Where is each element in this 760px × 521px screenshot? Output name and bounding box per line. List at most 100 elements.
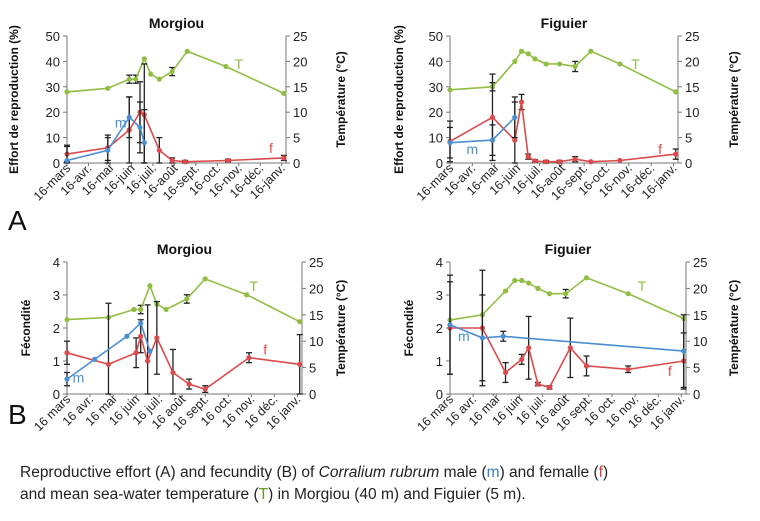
series-line-m (449, 323, 684, 352)
series-label-f: f (658, 141, 662, 157)
data-point-m (447, 140, 453, 146)
y-tick-label-right: 15 (685, 80, 699, 95)
data-point-f (133, 350, 139, 356)
y-tick-label-right: 5 (693, 361, 700, 376)
y-tick-label-left: 0 (53, 387, 60, 402)
series-line-f (449, 101, 676, 163)
data-point-m (479, 335, 485, 341)
chart-title: Figuier (545, 241, 592, 257)
y-tick-label-right: 20 (693, 281, 707, 296)
data-point-f (518, 99, 525, 105)
chart-title: Morgiou (149, 15, 204, 31)
data-point-m (64, 157, 70, 164)
data-point-m (64, 376, 70, 382)
y-tick-label-left: 3 (53, 288, 60, 303)
data-point-f (182, 159, 188, 165)
data-point-T (244, 292, 250, 298)
data-point-T (543, 61, 549, 67)
y-tick-label-right: 5 (309, 361, 316, 376)
data-point-f (138, 333, 144, 339)
data-point-f (105, 361, 112, 367)
data-point-T (535, 285, 541, 291)
panel-label-a: A (8, 205, 27, 236)
y-tick-label-left: 20 (46, 105, 60, 120)
data-point-T (525, 51, 531, 57)
y-tick-label-right: 15 (693, 308, 707, 323)
data-point-T (617, 61, 623, 67)
data-point-f (625, 366, 631, 372)
y-axis-title-left: Effort de reproduction (%) (392, 25, 406, 174)
data-point-m (141, 140, 147, 146)
data-point-m (137, 124, 143, 131)
caption-female-marker: f (598, 464, 603, 481)
data-point-f (535, 381, 541, 387)
series-m: m (64, 96, 148, 164)
y-axis-title-right: Température (°C) (334, 280, 348, 377)
series-label-m: m (73, 369, 85, 385)
series-label-f: f (668, 363, 672, 379)
y-tick-label-right: 5 (685, 131, 692, 146)
data-point-f (154, 335, 160, 341)
chart-1: Morgiou 0 10 20 30 40 50 0 5 10 15 20 25 Effort de re… (7, 15, 348, 204)
data-point-f (246, 355, 252, 361)
series-T: T (64, 276, 303, 325)
data-point-f (673, 151, 679, 157)
figure-caption: Reproductive effort (A) and fecundity (B… (20, 462, 750, 506)
y-tick-label-right: 0 (309, 387, 316, 402)
data-point-f (519, 356, 525, 362)
data-point-T (532, 56, 538, 62)
y-tick-label-left: 50 (429, 29, 443, 44)
data-point-m (124, 333, 130, 339)
y-tick-label-right: 10 (685, 105, 699, 120)
data-point-T (281, 90, 287, 97)
y-tick-label-right: 25 (309, 255, 323, 270)
caption-part: and mean sea-water temperature ( (20, 486, 259, 503)
data-point-T (184, 296, 190, 302)
data-point-T (447, 87, 453, 93)
y-tick-label-right: 20 (293, 54, 307, 69)
data-point-T (133, 76, 139, 82)
data-point-f (169, 157, 175, 164)
series-label-f: f (263, 341, 267, 357)
data-point-f (297, 361, 303, 367)
y-tick-label-right: 0 (693, 387, 700, 402)
data-point-m (126, 114, 132, 120)
y-tick-label-left: 0 (53, 156, 60, 171)
data-point-f (186, 381, 192, 387)
series-label-m: m (458, 328, 470, 344)
y-tick-label-left: 1 (53, 354, 60, 369)
data-point-f (502, 369, 509, 376)
series-line-T (449, 276, 685, 321)
data-point-f (588, 159, 594, 165)
y-tick-label-right: 0 (685, 156, 692, 171)
series-line-f (66, 111, 284, 163)
y-tick-label-left: 20 (429, 105, 443, 120)
y-tick-label-left: 2 (53, 321, 60, 336)
data-point-T (202, 276, 208, 282)
series-label-T: T (638, 278, 647, 294)
data-point-f (170, 369, 176, 376)
y-tick-label-left: 0 (436, 156, 443, 171)
caption-male-marker: m (486, 464, 500, 481)
data-point-f (489, 114, 496, 120)
y-tick-label-left: 3 (436, 288, 443, 303)
series-f: f (64, 300, 303, 395)
y-tick-label-left: 4 (436, 255, 443, 270)
data-point-f (567, 345, 573, 351)
data-point-T (147, 283, 153, 289)
data-point-T (512, 277, 518, 284)
caption-part: ) in Morgiou (40 m) and Figuier (5 m). (268, 486, 526, 503)
chart-title: Figuier (541, 15, 588, 31)
data-point-T (163, 306, 169, 313)
caption-part: male ( (439, 464, 487, 481)
y-tick-label-right: 25 (685, 29, 699, 44)
data-point-T (563, 291, 569, 297)
data-point-m (489, 137, 496, 143)
chart-2: Figuier 0 10 20 30 40 50 0 5 10 15 20 25 Effort de re… (392, 15, 741, 204)
series-T: T (447, 48, 679, 95)
data-point-f (526, 345, 532, 351)
y-tick-label-left: 30 (429, 80, 443, 95)
data-point-T (526, 280, 532, 286)
data-point-m (147, 348, 153, 354)
